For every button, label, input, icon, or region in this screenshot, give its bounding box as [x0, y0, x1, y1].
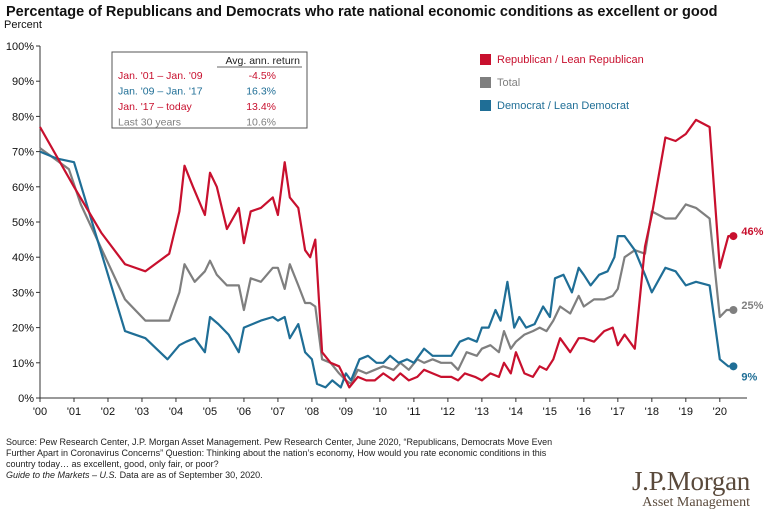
- series-end-label-republican: 46%: [741, 226, 763, 238]
- legend-swatch-republican: [480, 54, 491, 65]
- legend-swatch-democrat: [480, 100, 491, 111]
- return-table: Avg. ann. return Jan. '01 – Jan. '09 -4.5%…: [111, 51, 308, 129]
- x-tick-label: '11: [407, 406, 421, 418]
- chart-series: 25% 9% 46%: [39, 118, 764, 389]
- series-line-total: [39, 147, 734, 385]
- footnote-guide: Guide to the Markets – U.S. Data are as …: [6, 470, 566, 481]
- footnote-source: Source: Pew Research Center, J.P. Morgan…: [6, 437, 553, 469]
- x-tick-label: '10: [373, 406, 387, 418]
- y-tick-label: 0%: [18, 393, 34, 405]
- x-tick-label: '05: [203, 406, 217, 418]
- x-tick-label: '07: [271, 406, 285, 418]
- x-tick-label: '13: [475, 406, 489, 418]
- legend-label-democrat: Democrat / Lean Democrat: [497, 100, 629, 112]
- x-tick-label: '03: [135, 406, 149, 418]
- line-chart: Percent 0% 10% 20% 30% 40% 50% 60% 70% 80% 90% 100%…: [4, 19, 764, 418]
- series-end-label-total: 25%: [741, 300, 763, 312]
- x-tick-label: '08: [305, 406, 319, 418]
- footnote: Source: Pew Research Center, J.P. Morgan…: [6, 437, 566, 481]
- x-tick-label: '15: [543, 406, 557, 418]
- y-tick-label: 90%: [12, 76, 34, 88]
- series-line-republican: [39, 118, 734, 389]
- return-table-row-label: Last 30 years: [118, 117, 181, 129]
- y-tick-label: 30%: [12, 287, 34, 299]
- logo-brand: J.P.Morgan: [631, 466, 750, 496]
- logo-subtitle: Asset Management: [642, 495, 750, 510]
- x-tick-label: '00: [33, 406, 47, 418]
- return-table-row-label: Jan. '17 – today: [118, 101, 193, 113]
- return-table-header: Avg. ann. return: [225, 55, 300, 67]
- legend-label-republican: Republican / Lean Republican: [497, 54, 644, 66]
- x-tick-label: '19: [679, 406, 693, 418]
- return-table-row-value: 10.6%: [246, 117, 276, 129]
- jpmorgan-logo: J.P.Morgan Asset Management: [632, 467, 750, 511]
- series-end-marker-democrat: [729, 362, 738, 371]
- series-end-label-democrat: 9%: [741, 371, 757, 383]
- footnote-guide-title: Guide to the Markets – U.S.: [6, 470, 118, 480]
- return-table-row-value: 16.3%: [246, 86, 276, 98]
- y-tick-label: 100%: [6, 41, 34, 53]
- y-axis-label: Percent: [4, 19, 42, 31]
- y-tick-label: 20%: [12, 323, 34, 335]
- legend-label-total: Total: [497, 77, 520, 89]
- return-table-row-value: 13.4%: [246, 101, 276, 113]
- return-table-row-label: Jan. '09 – Jan. '17: [118, 86, 203, 98]
- x-tick-label: '20: [713, 406, 727, 418]
- return-table-row-label: Jan. '01 – Jan. '09: [118, 70, 203, 82]
- y-tick-label: 10%: [12, 358, 34, 370]
- x-tick-label: '14: [509, 406, 523, 418]
- series-end-marker-total: [729, 306, 738, 314]
- chart-title: Percentage of Republicans and Democrats …: [6, 4, 718, 20]
- chart-axes: Percent 0% 10% 20% 30% 40% 50% 60% 70% 80% 90% 100%…: [4, 19, 747, 418]
- chart-legend: Republican / Lean Republican Total Democra…: [480, 54, 644, 112]
- legend-swatch-total: [480, 77, 491, 88]
- y-tick-label: 60%: [12, 182, 34, 194]
- x-tick-label: '12: [441, 406, 455, 418]
- y-tick-label: 80%: [12, 111, 34, 123]
- x-tick-label: '18: [645, 406, 659, 418]
- x-tick-label: '09: [339, 406, 353, 418]
- y-tick-label: 50%: [12, 217, 34, 229]
- x-tick-label: '01: [67, 406, 81, 418]
- x-tick-label: '02: [101, 406, 115, 418]
- x-tick-label: '06: [237, 406, 251, 418]
- series-end-marker-republican: [729, 232, 738, 241]
- x-tick-label: '16: [577, 406, 591, 418]
- series-line-democrat: [39, 150, 734, 389]
- x-tick-label: '17: [611, 406, 625, 418]
- return-table-row-value: -4.5%: [249, 70, 276, 82]
- footnote-guide-date: Data are as of September 30, 2020.: [117, 470, 263, 480]
- y-tick-label: 70%: [12, 147, 34, 159]
- x-tick-label: '04: [169, 406, 183, 418]
- y-tick-label: 40%: [12, 252, 34, 264]
- return-table-box: [111, 51, 308, 129]
